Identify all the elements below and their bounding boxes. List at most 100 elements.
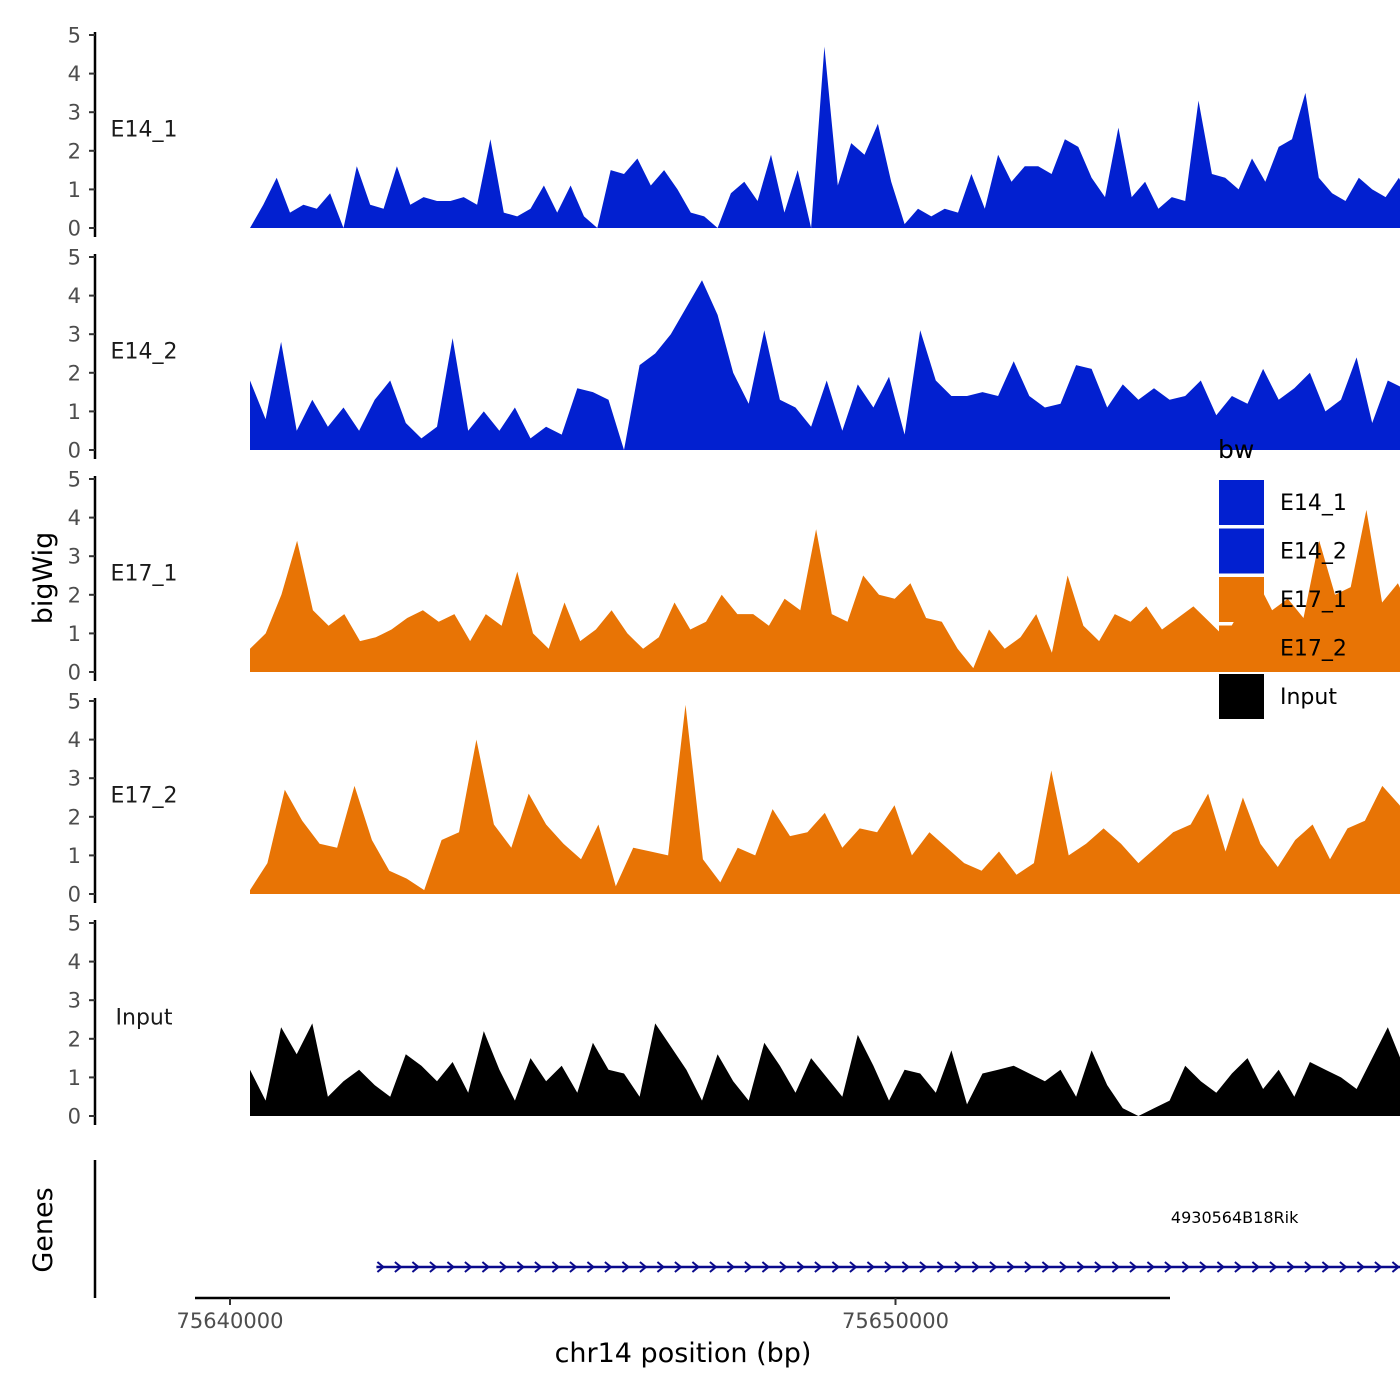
y-tick-label: 3	[68, 545, 81, 569]
strand-arrow	[516, 1261, 525, 1273]
strand-arrow	[1356, 1261, 1365, 1273]
strand-arrow	[394, 1261, 403, 1273]
track-E17_1: 0 1 2 3 4 5 E17_1	[68, 468, 1400, 685]
legend-item-E14_2: E14_2	[1219, 528, 1347, 574]
strand-arrow	[534, 1261, 543, 1273]
track-label: E14_1	[111, 118, 178, 143]
y-tick-label: 3	[68, 101, 81, 125]
y-tick-label: 4	[68, 728, 81, 752]
y-tick-label: 4	[68, 284, 81, 308]
strand-arrow	[1164, 1261, 1173, 1273]
strand-arrow	[954, 1261, 963, 1273]
area-Input	[250, 1023, 1400, 1116]
y-tick-label: 5	[68, 468, 81, 492]
strand-arrow	[429, 1261, 438, 1273]
y-tick-label: 0	[68, 883, 81, 907]
track-E14_1: 0 1 2 3 4 5 E14_1	[68, 24, 1400, 241]
track-Input: 0 1 2 3 4 5 Input	[68, 912, 1400, 1129]
strand-arrow	[1304, 1261, 1313, 1273]
strand-arrow	[1269, 1261, 1278, 1273]
strand-arrow	[1321, 1261, 1330, 1273]
strand-arrow	[744, 1261, 753, 1273]
track-E14_2: 0 1 2 3 4 5 E14_2	[68, 246, 1400, 463]
strand-arrow	[1339, 1261, 1348, 1273]
strand-arrow	[1234, 1261, 1243, 1273]
strand-arrow	[376, 1261, 385, 1273]
y-tick-label: 0	[68, 661, 81, 685]
y-axis-title: bigWig	[28, 532, 59, 625]
y-tick-label: 3	[68, 323, 81, 347]
strand-arrow	[551, 1261, 560, 1273]
strand-arrow	[726, 1261, 735, 1273]
track-label: Input	[116, 1006, 173, 1031]
strand-arrow	[709, 1261, 718, 1273]
strand-arrow	[569, 1261, 578, 1273]
y-tick-label: 2	[68, 583, 81, 607]
strand-arrow	[1111, 1261, 1120, 1273]
y-tick-label: 3	[68, 989, 81, 1013]
tracks-group: 0 1 2 3 4 5 E14_1 0 1 2 3 4 5 E14_2 0 1 2 3 4 5 E17_1 0 1 2 3 4 5 E…	[68, 24, 1400, 1129]
strand-arrow	[866, 1261, 875, 1273]
strand-arrow	[1251, 1261, 1260, 1273]
strand-arrow	[656, 1261, 665, 1273]
strand-arrow	[919, 1261, 928, 1273]
y-tick-label: 1	[68, 400, 81, 424]
track-label: E14_2	[111, 340, 178, 365]
track-E17_2: 0 1 2 3 4 5 E17_2	[68, 690, 1400, 907]
strand-arrow	[674, 1261, 683, 1273]
strand-arrow	[1391, 1261, 1400, 1273]
gene-name-label: 4930564B18Rik	[1171, 1208, 1299, 1227]
x-tick-label: 75640000	[177, 1309, 284, 1333]
y-tick-label: 1	[68, 844, 81, 868]
strand-arrow	[604, 1261, 613, 1273]
legend-label: E14_1	[1280, 491, 1347, 516]
y-tick-label: 2	[68, 361, 81, 385]
y-tick-label: 5	[68, 912, 81, 936]
track-label: E17_1	[111, 562, 178, 587]
strand-arrow	[761, 1261, 770, 1273]
legend-swatch	[1219, 674, 1264, 719]
gene-panel: 4930564B18Rik	[93, 1160, 1400, 1298]
strand-arrow	[1181, 1261, 1190, 1273]
strand-arrow	[901, 1261, 910, 1273]
y-tick-label: 1	[68, 1066, 81, 1090]
y-tick-label: 0	[68, 1105, 81, 1129]
legend-label: Input	[1280, 685, 1337, 710]
legend: bw E14_1 E14_2 E17_1 E17_2 Input	[1218, 435, 1347, 719]
strand-arrow	[1146, 1261, 1155, 1273]
strand-arrow	[1216, 1261, 1225, 1273]
strand-arrow	[849, 1261, 858, 1273]
y-tick-label: 1	[68, 178, 81, 202]
strand-arrow	[499, 1261, 508, 1273]
strand-arrow	[1076, 1261, 1085, 1273]
strand-arrow	[411, 1261, 420, 1273]
y-tick-label: 4	[68, 506, 81, 530]
strand-arrow	[1374, 1261, 1383, 1273]
y-tick-label: 2	[68, 805, 81, 829]
area-E17_2	[250, 704, 1400, 894]
strand-arrow	[1041, 1261, 1050, 1273]
strand-arrow	[691, 1261, 700, 1273]
strand-arrow	[639, 1261, 648, 1273]
strand-arrow	[1286, 1261, 1295, 1273]
y-tick-label: 2	[68, 1027, 81, 1051]
legend-label: E17_2	[1280, 637, 1347, 662]
y-tick-label: 0	[68, 217, 81, 241]
y-tick-label: 4	[68, 950, 81, 974]
y-tick-label: 2	[68, 139, 81, 163]
strand-arrow	[1094, 1261, 1103, 1273]
strand-arrow	[884, 1261, 893, 1273]
genes-axis-title: Genes	[28, 1187, 59, 1272]
strand-arrow	[481, 1261, 490, 1273]
strand-arrow	[1129, 1261, 1138, 1273]
legend-swatch	[1219, 528, 1264, 574]
strand-arrow	[779, 1261, 788, 1273]
y-tick-label: 5	[68, 24, 81, 48]
strand-arrow	[1199, 1261, 1208, 1273]
y-tick-label: 3	[68, 767, 81, 791]
legend-label: E14_2	[1280, 540, 1347, 565]
strand-arrow	[989, 1261, 998, 1273]
y-tick-label: 1	[68, 622, 81, 646]
